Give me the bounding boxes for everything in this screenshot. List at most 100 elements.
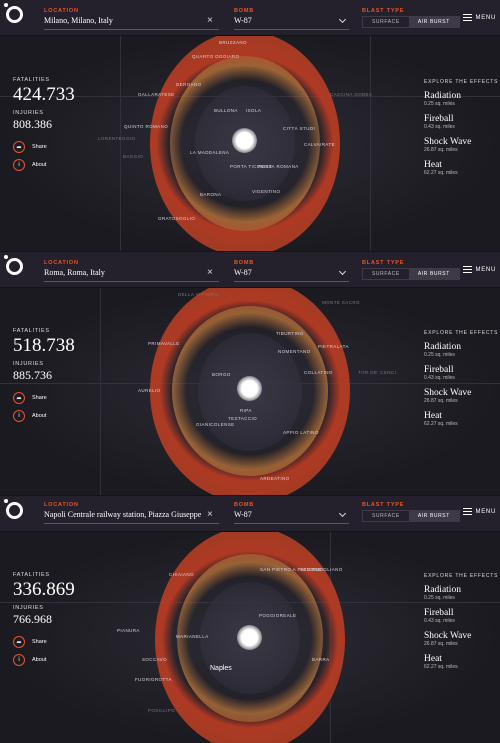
chevron-down-icon[interactable] [338,267,347,276]
info-icon: i [13,410,25,422]
info-icon: i [13,654,25,666]
share-button[interactable]: ➦ Share [13,392,75,404]
map-place-label: LA MADDALENA [190,150,230,155]
share-icon: ➦ [13,392,25,404]
map-place-label: TESTACCIO [228,416,258,421]
map[interactable]: BRUZZANO QUARTO OGGIARO GALLARATESE DERG… [0,31,500,251]
map-place-label: GIANICOLENSE [196,422,235,427]
panel-napoli: LOCATION Napoli Centrale railway station… [0,496,500,743]
surface-button[interactable]: SURFACE [372,271,400,277]
effect-fireball[interactable]: Fireball [424,365,454,375]
clear-location-icon[interactable]: × [207,267,213,278]
effect-radiation[interactable]: Radiation [424,91,461,101]
air-burst-button[interactable]: AIR BURST [408,269,459,279]
map-place-label: SOCCAVO [142,657,167,662]
surface-button[interactable]: SURFACE [372,19,400,25]
effect-shock-wave[interactable]: Shock Wave [424,388,472,398]
map-place-label: BRUZZANO [219,40,247,45]
map-place-label: PRIMAVALLE [148,341,180,346]
panel-roma: LOCATION Roma, Roma, Italy × BOMB W-87 B… [0,252,500,495]
effect-fireball[interactable]: Fireball [424,114,454,124]
menu-button[interactable]: MENU [462,14,496,21]
map-place-label: POGGIOREALE [259,613,297,618]
blast-type-label: BLAST TYPE [362,8,405,14]
hamburger-icon [462,508,472,515]
effect-shock-wave[interactable]: Shock Wave [424,631,472,641]
about-button[interactable]: i About [13,159,75,171]
effect-heat[interactable]: Heat [424,654,442,664]
stats: FATALITIES 424.733 INJURIES 808.386 ➦ Sha… [13,77,75,171]
chevron-down-icon[interactable] [338,509,347,518]
map-place-label: PIETRALATA [318,344,349,349]
map[interactable]: CHIAIANO SAN PIETRO A PATIERNO POGGIOREA… [0,527,500,743]
clear-location-icon[interactable]: × [207,15,213,26]
blast-type-toggle: SURFACE AIR BURST [362,268,460,280]
map-place-label: ARDEATINO [260,476,290,481]
hamburger-icon [462,14,472,21]
location-input[interactable]: Roma, Roma, Italy [44,268,105,277]
map-place-label: AURELIO [138,388,161,393]
map-place-label: QUINTO ROMANO [124,124,169,129]
share-icon: ➦ [13,141,25,153]
map-place-label: PORTA TICINESE [230,164,273,169]
effect-fireball[interactable]: Fireball [424,608,454,618]
share-button[interactable]: ➦ Share [13,636,75,648]
location-input[interactable]: Napoli Centrale railway station, Piazza … [44,510,201,519]
stats: FATALITIES 336.869 INJURIES 766.968 ➦ Sha… [13,572,75,666]
surface-button[interactable]: SURFACE [372,513,400,519]
bomb-select[interactable]: W-87 [234,510,252,519]
menu-button[interactable]: MENU [462,508,496,515]
share-button[interactable]: ➦ Share [13,141,75,153]
injuries-value: 885.736 [13,368,52,382]
menu-button[interactable]: MENU [462,266,496,273]
stats: FATALITIES 518.738 INJURIES 885.736 ➦ Sha… [13,328,75,422]
fatalities-value: 518.738 [13,335,75,356]
logo-icon[interactable] [4,499,23,519]
effects-panel: EXPLORE THE EFFECTS Radiation 0.25 sq. mi… [424,573,499,670]
effect-heat[interactable]: Heat [424,160,442,170]
logo-icon[interactable] [4,255,23,275]
map[interactable]: DELLA VITTORIA PRIMAVALLE AURELIO BORGO … [0,278,500,495]
about-button[interactable]: i About [13,654,75,666]
blast-type-toggle: SURFACE AIR BURST [362,16,460,28]
map-place-label: POSILLIPO [148,708,176,713]
info-icon: i [13,159,25,171]
effect-shock-wave[interactable]: Shock Wave [424,137,472,147]
blast-type-toggle: SURFACE AIR BURST [362,510,460,522]
share-icon: ➦ [13,636,25,648]
location-input[interactable]: Milano, Milano, Italy [44,16,113,25]
top-bar: LOCATION Milano, Milano, Italy × BOMB W-… [0,0,500,36]
top-bar: LOCATION Napoli Centrale railway station… [0,496,500,532]
map-place-label: SECONDIGLIANO [300,567,343,572]
panel-milano: LOCATION Milano, Milano, Italy × BOMB W-… [0,0,500,251]
bomb-select[interactable]: W-87 [234,268,252,277]
map-place-label: BULLONA [214,108,238,113]
map-place-label: CITTÀ STUDI [283,126,316,131]
effect-heat[interactable]: Heat [424,411,442,421]
map-place-label: LORENTEGGIO [98,136,136,141]
about-button[interactable]: i About [13,410,75,422]
bomb-select[interactable]: W-87 [234,16,252,25]
map-place-label: CALVAIRATE [304,142,336,147]
map-place-label: TOR DE' CENCI [358,370,397,375]
bomb-label: BOMB [234,8,255,14]
chevron-down-icon[interactable] [338,15,347,24]
map-place-label: CASCINA GOBBA [330,92,373,97]
map-place-label: BAGGIO [123,154,144,159]
map-place-label: QUARTO OGGIARO [192,54,240,59]
map-place-label: CHIAIANO [169,572,194,577]
map-place-label: TIBURTINO [276,331,304,336]
air-burst-button[interactable]: AIR BURST [408,511,459,521]
map-place-label: VIGENTINO [252,189,281,194]
air-burst-button[interactable]: AIR BURST [408,17,459,27]
effect-radiation[interactable]: Radiation [424,342,461,352]
effect-radiation[interactable]: Radiation [424,585,461,595]
map-place-label: FUORIGROTTA [135,677,172,682]
map-place-label: BARONA [200,192,222,197]
map-place-label: PIANURA [117,628,140,633]
effects-panel: EXPLORE THE EFFECTS Radiation 0.25 sq. mi… [424,330,499,427]
logo-icon[interactable] [4,3,23,23]
fatalities-value: 336.869 [13,579,75,600]
fireball [232,128,257,153]
clear-location-icon[interactable]: × [207,509,213,520]
